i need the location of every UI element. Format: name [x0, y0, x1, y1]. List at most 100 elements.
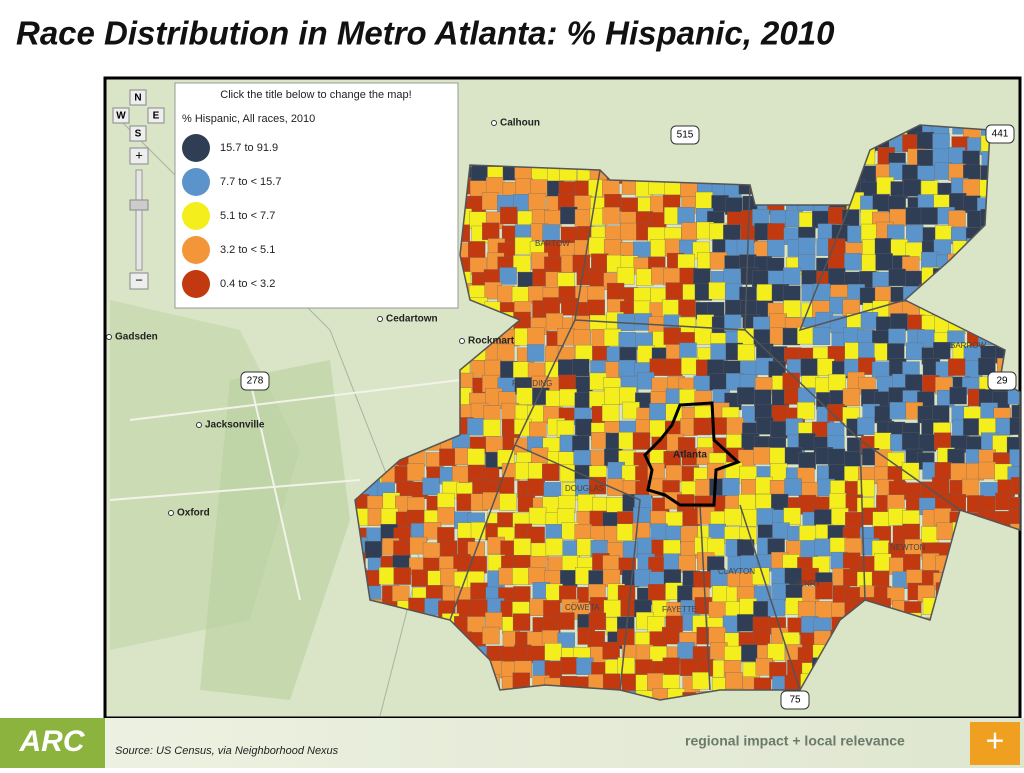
tract [678, 299, 696, 317]
tract [452, 465, 470, 484]
tract [512, 361, 531, 379]
highway-number: 75 [789, 695, 801, 706]
tract [422, 477, 440, 496]
legend-label: 0.4 to < 3.2 [220, 278, 275, 290]
tract [575, 418, 593, 437]
tract [901, 462, 920, 480]
tract [783, 267, 801, 285]
tract [665, 282, 683, 300]
plus-button[interactable] [970, 722, 1020, 765]
tract [812, 327, 831, 346]
nav-button[interactable] [147, 107, 165, 124]
tract [888, 268, 906, 287]
tract [665, 358, 683, 376]
tract [784, 478, 802, 496]
highway-number: 441 [992, 129, 1009, 140]
tract [482, 626, 500, 645]
county-label: BARTOW [535, 239, 570, 248]
tract [661, 626, 680, 645]
tract [722, 478, 740, 496]
tract [527, 327, 545, 345]
legend-swatch [182, 134, 210, 162]
tract [844, 253, 862, 271]
tract [902, 523, 920, 542]
logo-box [0, 718, 105, 768]
tract [681, 222, 699, 240]
tract [770, 421, 788, 439]
tract [906, 224, 924, 243]
town-dot [196, 422, 202, 428]
tract [678, 555, 696, 573]
tract [693, 268, 711, 286]
zoom-out[interactable] [129, 272, 149, 290]
tract [740, 299, 758, 318]
county-label: HENRY [793, 579, 822, 588]
zoom-handle[interactable] [129, 199, 149, 211]
highway-shield [985, 124, 1015, 144]
highway-shield [987, 371, 1017, 391]
nav-button-label: E [153, 111, 160, 122]
highway-shield [780, 690, 810, 710]
nav-button[interactable] [129, 89, 147, 106]
tract [693, 417, 711, 436]
legend-heading[interactable]: % Hispanic, All races, 2010 [182, 113, 315, 125]
tract [545, 313, 564, 331]
tract [693, 571, 711, 589]
tract [602, 673, 621, 691]
tract [527, 478, 545, 496]
tract [725, 672, 743, 690]
nav-button[interactable] [112, 107, 130, 124]
tract [726, 417, 744, 435]
tract [978, 357, 996, 376]
tract [1010, 477, 1020, 495]
legend-swatch [182, 168, 210, 196]
tract [798, 254, 816, 272]
tract [576, 657, 594, 675]
town-dot [168, 510, 174, 516]
tract [842, 388, 861, 406]
tract [649, 403, 667, 421]
tract [932, 133, 950, 151]
town-label: Rockmart [468, 336, 515, 347]
tract [679, 342, 697, 360]
tract [602, 641, 620, 660]
tract [872, 194, 890, 212]
tract [857, 417, 875, 435]
tract [560, 657, 578, 675]
nav-button[interactable] [129, 125, 147, 142]
tract [906, 342, 924, 361]
tract [663, 327, 681, 345]
legend-swatch [182, 236, 210, 264]
tract [875, 253, 893, 271]
tract [407, 463, 425, 481]
legend-instruction[interactable]: Click the title below to change the map! [220, 89, 411, 101]
tract [616, 523, 635, 542]
tract [737, 344, 755, 362]
town-dot [491, 120, 497, 126]
tract [708, 626, 726, 645]
tract [772, 522, 790, 540]
legend-items: 15.7 to 91.9 7.7 to < 15.7 5.1 to < 7.7 3.2… [182, 134, 281, 298]
tract [736, 239, 755, 257]
zoom-in[interactable] [129, 147, 149, 165]
nav-button-label: W [116, 111, 126, 122]
zoom-slider[interactable] [135, 169, 143, 271]
tract [799, 525, 817, 543]
tract [783, 300, 801, 318]
legend-swatch [182, 270, 210, 298]
tract [736, 614, 755, 632]
tract [557, 328, 575, 346]
tract [439, 448, 457, 466]
town-label: Oxford [177, 508, 210, 519]
legend-label: 5.1 to < 7.7 [220, 210, 275, 222]
tract [411, 569, 429, 587]
tract [378, 567, 397, 585]
logo: ARC [19, 725, 86, 758]
atlanta-boundary [643, 401, 741, 507]
tract [917, 149, 935, 167]
tract [936, 522, 954, 540]
tract [542, 463, 560, 481]
town-label: Gadsden [115, 332, 158, 343]
tract [393, 567, 411, 585]
